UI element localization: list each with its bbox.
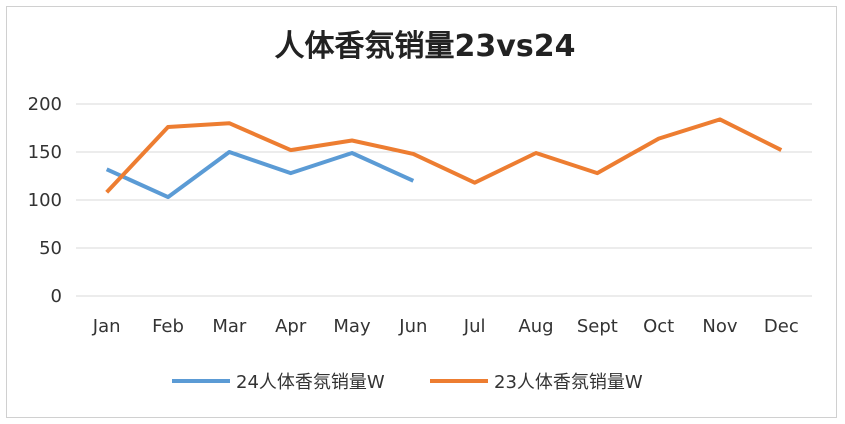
legend-label-0: 24人体香氛销量W	[236, 372, 385, 393]
x-tick-label: Aug	[518, 316, 553, 337]
x-tick-label: Dec	[764, 316, 799, 337]
x-tick-label: Mar	[212, 316, 247, 337]
chart-frame	[6, 6, 837, 418]
x-tick-label: Apr	[275, 316, 307, 337]
x-tick-label: Oct	[643, 316, 674, 337]
y-tick-label: 200	[28, 94, 62, 115]
x-tick-label: Jan	[92, 316, 121, 337]
legend-label-1: 23人体香氛销量W	[494, 372, 643, 393]
x-tick-label: Sept	[577, 316, 618, 337]
x-tick-label: May	[333, 316, 371, 337]
y-tick-label: 150	[28, 142, 62, 163]
x-axis: Jan Feb Mar Apr May Jun Jul Aug Sept Oct Nov Dec	[92, 316, 799, 337]
y-tick-label: 0	[51, 286, 62, 307]
chart-title: 人体香氛销量23vs24	[275, 29, 576, 64]
y-tick-label: 100	[28, 190, 62, 211]
x-tick-label: Feb	[152, 316, 184, 337]
series-line-0	[105, 150, 415, 200]
series-line-1	[105, 117, 783, 194]
x-tick-label: Jun	[398, 316, 427, 337]
series-layer	[105, 117, 783, 200]
gridlines	[76, 103, 812, 297]
legend: 24人体香氛销量W 23人体香氛销量W	[172, 372, 643, 393]
y-axis: 0 50 100 150 200	[28, 94, 62, 307]
y-tick-label: 50	[39, 238, 62, 259]
x-tick-label: Nov	[702, 316, 737, 337]
x-tick-label: Jul	[463, 316, 486, 337]
